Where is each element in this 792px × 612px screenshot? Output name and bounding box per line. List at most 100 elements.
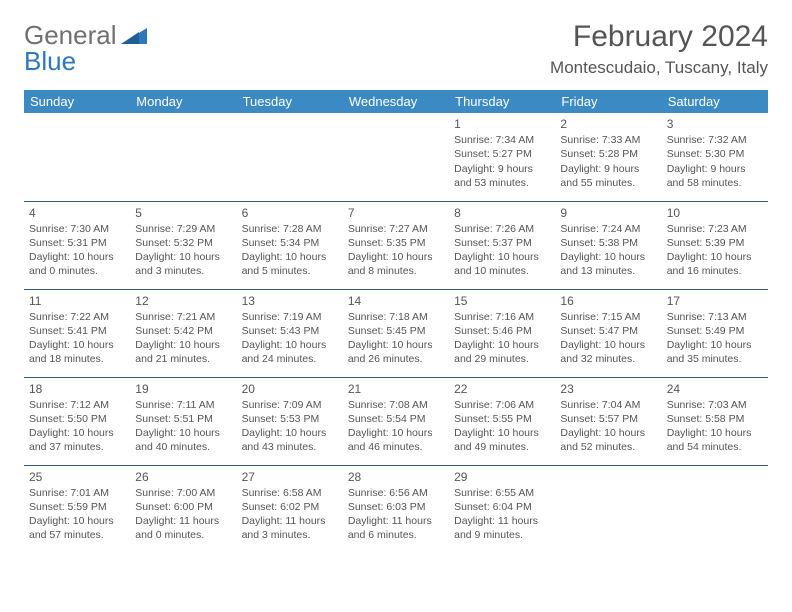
calendar-cell-empty [555, 465, 661, 553]
sunset-line: Sunset: 5:51 PM [135, 412, 231, 426]
weekday-header: Friday [555, 90, 661, 113]
calendar-cell: 23Sunrise: 7:04 AMSunset: 5:57 PMDayligh… [555, 377, 661, 465]
day-number: 20 [242, 381, 338, 397]
daylight-line: Daylight: 10 hours and 32 minutes. [560, 338, 656, 366]
day-number: 2 [560, 116, 656, 132]
sunset-line: Sunset: 5:38 PM [560, 236, 656, 250]
daylight-line: Daylight: 9 hours and 58 minutes. [667, 162, 763, 190]
calendar-head: SundayMondayTuesdayWednesdayThursdayFrid… [24, 90, 768, 113]
sunset-line: Sunset: 5:45 PM [348, 324, 444, 338]
weekday-header: Monday [130, 90, 236, 113]
sunrise-line: Sunrise: 7:18 AM [348, 310, 444, 324]
calendar-cell: 12Sunrise: 7:21 AMSunset: 5:42 PMDayligh… [130, 289, 236, 377]
daylight-line: Daylight: 10 hours and 18 minutes. [29, 338, 125, 366]
daylight-line: Daylight: 10 hours and 3 minutes. [135, 250, 231, 278]
day-number: 7 [348, 205, 444, 221]
sunset-line: Sunset: 5:39 PM [667, 236, 763, 250]
sunrise-line: Sunrise: 7:01 AM [29, 486, 125, 500]
day-number: 12 [135, 293, 231, 309]
calendar-cell: 11Sunrise: 7:22 AMSunset: 5:41 PMDayligh… [24, 289, 130, 377]
calendar-cell: 14Sunrise: 7:18 AMSunset: 5:45 PMDayligh… [343, 289, 449, 377]
sunrise-line: Sunrise: 7:13 AM [667, 310, 763, 324]
sunset-line: Sunset: 5:57 PM [560, 412, 656, 426]
location: Montescudaio, Tuscany, Italy [550, 58, 768, 78]
day-number: 6 [242, 205, 338, 221]
daylight-line: Daylight: 10 hours and 29 minutes. [454, 338, 550, 366]
sunrise-line: Sunrise: 7:32 AM [667, 133, 763, 147]
calendar-cell: 18Sunrise: 7:12 AMSunset: 5:50 PMDayligh… [24, 377, 130, 465]
day-number: 16 [560, 293, 656, 309]
calendar-cell-empty [343, 113, 449, 201]
sunrise-line: Sunrise: 7:28 AM [242, 222, 338, 236]
calendar-row: 4Sunrise: 7:30 AMSunset: 5:31 PMDaylight… [24, 201, 768, 289]
sunrise-line: Sunrise: 7:22 AM [29, 310, 125, 324]
day-number: 5 [135, 205, 231, 221]
sunset-line: Sunset: 5:47 PM [560, 324, 656, 338]
calendar-cell: 24Sunrise: 7:03 AMSunset: 5:58 PMDayligh… [662, 377, 768, 465]
day-number: 26 [135, 469, 231, 485]
sunset-line: Sunset: 5:30 PM [667, 147, 763, 161]
calendar-cell: 4Sunrise: 7:30 AMSunset: 5:31 PMDaylight… [24, 201, 130, 289]
weekday-header: Thursday [449, 90, 555, 113]
day-number: 10 [667, 205, 763, 221]
day-number: 18 [29, 381, 125, 397]
weekday-header: Sunday [24, 90, 130, 113]
daylight-line: Daylight: 10 hours and 5 minutes. [242, 250, 338, 278]
sunrise-line: Sunrise: 7:04 AM [560, 398, 656, 412]
sunrise-line: Sunrise: 7:19 AM [242, 310, 338, 324]
daylight-line: Daylight: 10 hours and 52 minutes. [560, 426, 656, 454]
day-number: 1 [454, 116, 550, 132]
calendar-cell-empty [24, 113, 130, 201]
calendar-row: 11Sunrise: 7:22 AMSunset: 5:41 PMDayligh… [24, 289, 768, 377]
daylight-line: Daylight: 10 hours and 21 minutes. [135, 338, 231, 366]
calendar-cell-empty [130, 113, 236, 201]
day-number: 29 [454, 469, 550, 485]
sunset-line: Sunset: 5:43 PM [242, 324, 338, 338]
calendar-cell: 9Sunrise: 7:24 AMSunset: 5:38 PMDaylight… [555, 201, 661, 289]
daylight-line: Daylight: 11 hours and 6 minutes. [348, 514, 444, 542]
sunrise-line: Sunrise: 7:11 AM [135, 398, 231, 412]
day-number: 15 [454, 293, 550, 309]
weekday-header: Saturday [662, 90, 768, 113]
calendar-table: SundayMondayTuesdayWednesdayThursdayFrid… [24, 90, 768, 553]
sunrise-line: Sunrise: 7:08 AM [348, 398, 444, 412]
calendar-cell: 17Sunrise: 7:13 AMSunset: 5:49 PMDayligh… [662, 289, 768, 377]
title-block: February 2024 Montescudaio, Tuscany, Ita… [550, 20, 768, 78]
day-number: 3 [667, 116, 763, 132]
sunset-line: Sunset: 5:54 PM [348, 412, 444, 426]
calendar-cell: 5Sunrise: 7:29 AMSunset: 5:32 PMDaylight… [130, 201, 236, 289]
daylight-line: Daylight: 10 hours and 46 minutes. [348, 426, 444, 454]
calendar-cell: 20Sunrise: 7:09 AMSunset: 5:53 PMDayligh… [237, 377, 343, 465]
sunrise-line: Sunrise: 6:56 AM [348, 486, 444, 500]
daylight-line: Daylight: 10 hours and 35 minutes. [667, 338, 763, 366]
sunset-line: Sunset: 6:02 PM [242, 500, 338, 514]
sunset-line: Sunset: 5:37 PM [454, 236, 550, 250]
sunset-line: Sunset: 5:34 PM [242, 236, 338, 250]
calendar-cell: 21Sunrise: 7:08 AMSunset: 5:54 PMDayligh… [343, 377, 449, 465]
sunset-line: Sunset: 6:04 PM [454, 500, 550, 514]
calendar-body: 1Sunrise: 7:34 AMSunset: 5:27 PMDaylight… [24, 113, 768, 553]
calendar-cell: 15Sunrise: 7:16 AMSunset: 5:46 PMDayligh… [449, 289, 555, 377]
sunset-line: Sunset: 5:31 PM [29, 236, 125, 250]
calendar-cell: 25Sunrise: 7:01 AMSunset: 5:59 PMDayligh… [24, 465, 130, 553]
month-title: February 2024 [550, 20, 768, 54]
calendar-cell: 13Sunrise: 7:19 AMSunset: 5:43 PMDayligh… [237, 289, 343, 377]
day-number: 11 [29, 293, 125, 309]
sunrise-line: Sunrise: 7:29 AM [135, 222, 231, 236]
sunrise-line: Sunrise: 7:33 AM [560, 133, 656, 147]
sunrise-line: Sunrise: 7:21 AM [135, 310, 231, 324]
sunrise-line: Sunrise: 6:58 AM [242, 486, 338, 500]
calendar-cell: 27Sunrise: 6:58 AMSunset: 6:02 PMDayligh… [237, 465, 343, 553]
calendar-cell: 2Sunrise: 7:33 AMSunset: 5:28 PMDaylight… [555, 113, 661, 201]
calendar-cell: 16Sunrise: 7:15 AMSunset: 5:47 PMDayligh… [555, 289, 661, 377]
sunrise-line: Sunrise: 7:00 AM [135, 486, 231, 500]
day-number: 28 [348, 469, 444, 485]
day-number: 24 [667, 381, 763, 397]
calendar-cell: 1Sunrise: 7:34 AMSunset: 5:27 PMDaylight… [449, 113, 555, 201]
sunrise-line: Sunrise: 7:30 AM [29, 222, 125, 236]
sunset-line: Sunset: 5:50 PM [29, 412, 125, 426]
sunset-line: Sunset: 5:35 PM [348, 236, 444, 250]
daylight-line: Daylight: 11 hours and 0 minutes. [135, 514, 231, 542]
daylight-line: Daylight: 10 hours and 26 minutes. [348, 338, 444, 366]
calendar-cell: 19Sunrise: 7:11 AMSunset: 5:51 PMDayligh… [130, 377, 236, 465]
